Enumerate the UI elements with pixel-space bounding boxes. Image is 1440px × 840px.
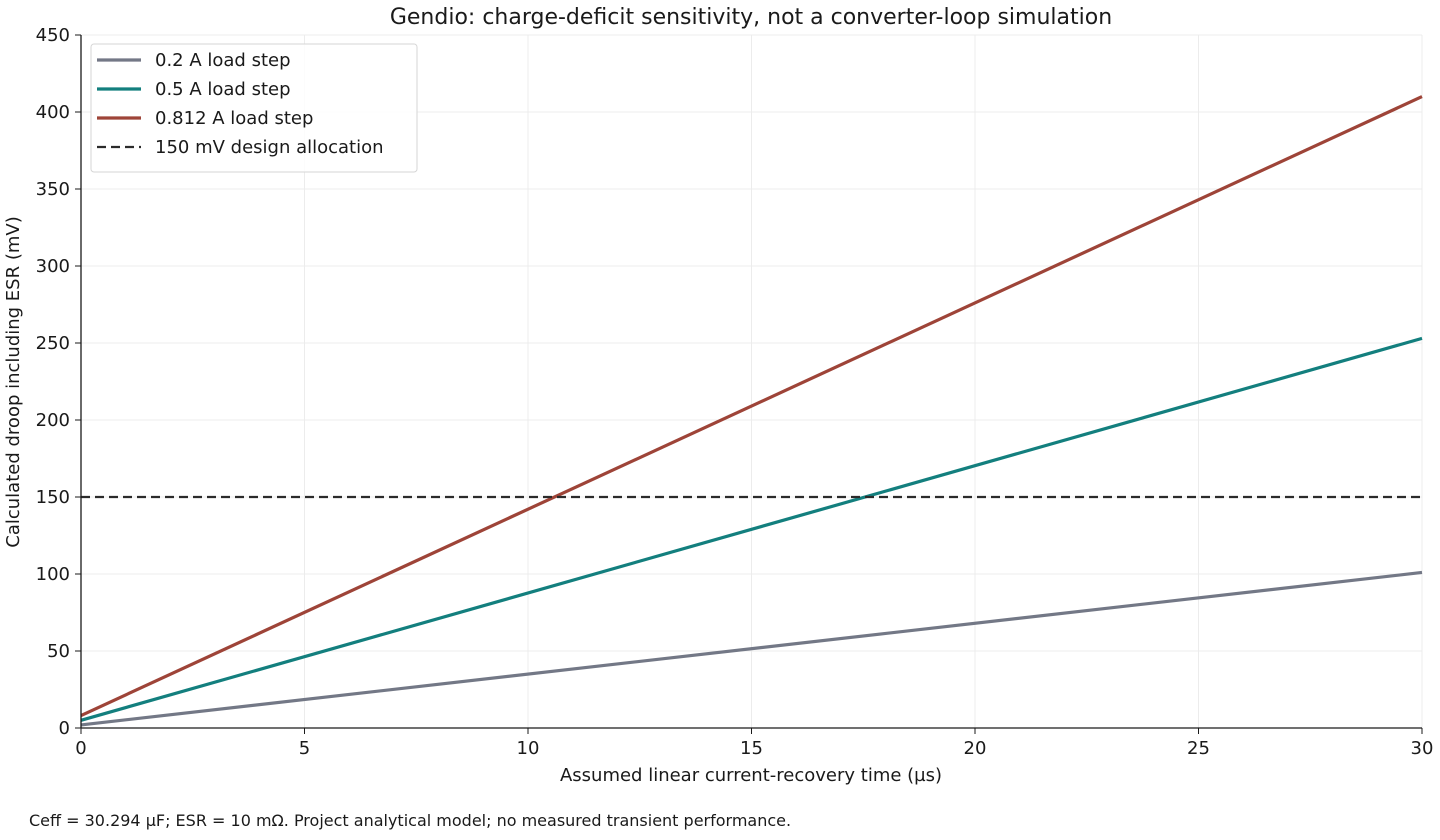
y-tick-label: 300 xyxy=(36,256,70,277)
x-axis-label: Assumed linear current-recovery time (µs… xyxy=(560,765,942,786)
x-tick-label: 15 xyxy=(740,738,763,759)
series-line xyxy=(80,336,1423,722)
y-tick-label: 150 xyxy=(36,487,70,508)
legend: 0.2 A load step 0.5 A load step 0.812 A lo… xyxy=(90,43,418,173)
x-tick-label: 30 xyxy=(1411,738,1434,759)
x-tick-label: 0 xyxy=(75,738,86,759)
x-tick-label: 10 xyxy=(517,738,540,759)
y-tick-label: 0 xyxy=(59,718,70,739)
y-tick-label: 450 xyxy=(36,25,70,46)
x-tick-label: 5 xyxy=(299,738,310,759)
legend-box xyxy=(90,43,418,173)
y-axis-ticks: 0 50 100 150 200 250 300 350 400 450 xyxy=(36,25,81,739)
x-tick-label: 25 xyxy=(1187,738,1210,759)
legend-label: 150 mV design allocation xyxy=(155,137,384,158)
legend-label: 0.5 A load step xyxy=(155,79,291,100)
chart-title: Gendio: charge-deficit sensitivity, not … xyxy=(390,5,1112,30)
y-tick-label: 350 xyxy=(36,179,70,200)
series-lines xyxy=(80,95,1423,727)
y-tick-label: 400 xyxy=(36,102,70,123)
x-tick-label: 20 xyxy=(964,738,987,759)
y-tick-label: 50 xyxy=(47,641,70,662)
series-line xyxy=(80,570,1423,727)
y-tick-label: 100 xyxy=(36,564,70,585)
footnote: Ceff = 30.294 µF; ESR = 10 mΩ. Project a… xyxy=(29,811,792,830)
grid xyxy=(80,34,1423,729)
y-tick-label: 250 xyxy=(36,333,70,354)
y-axis-label: Calculated droop including ESR (mV) xyxy=(3,216,24,547)
legend-label: 0.812 A load step xyxy=(155,108,313,129)
series-line xyxy=(80,95,1423,717)
y-tick-label: 200 xyxy=(36,410,70,431)
x-axis-ticks: 0 5 10 15 20 25 30 xyxy=(75,728,1433,759)
legend-label: 0.2 A load step xyxy=(155,50,291,71)
